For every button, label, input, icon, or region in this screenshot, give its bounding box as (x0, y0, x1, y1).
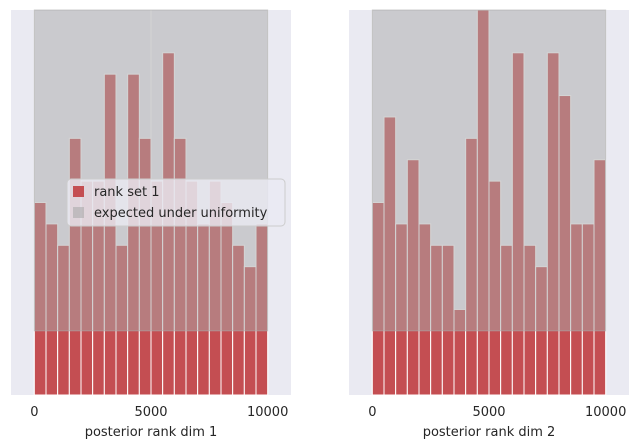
x-axis-label: posterior rank dim 2 (423, 425, 556, 440)
histogram-panel-dim-1: 0 5000 10000 posterior rank dim 1 rank set 1… (11, 9, 291, 440)
legend-box (66, 178, 286, 227)
x-tick-label: 10000 (585, 405, 626, 420)
histogram-panel-dim-2: 0 5000 10000 posterior rank dim 2 (349, 9, 629, 440)
legend-swatch-rank-set (73, 186, 84, 197)
x-tick-label: 5000 (472, 405, 505, 420)
x-axis-label: posterior rank dim 1 (85, 425, 218, 440)
x-tick-label: 5000 (134, 405, 167, 420)
legend-swatch-uniformity (73, 207, 84, 218)
x-tick-label: 10000 (247, 405, 288, 420)
legend: rank set 1 expected under uniformity (66, 178, 286, 227)
uniformity-band (33, 9, 269, 332)
x-tick-label: 0 (30, 405, 38, 420)
uniformity-band (371, 9, 607, 332)
legend-label-uniformity: expected under uniformity (94, 206, 268, 221)
x-tick-label: 0 (368, 405, 376, 420)
legend-label-rank-set: rank set 1 (94, 185, 159, 200)
